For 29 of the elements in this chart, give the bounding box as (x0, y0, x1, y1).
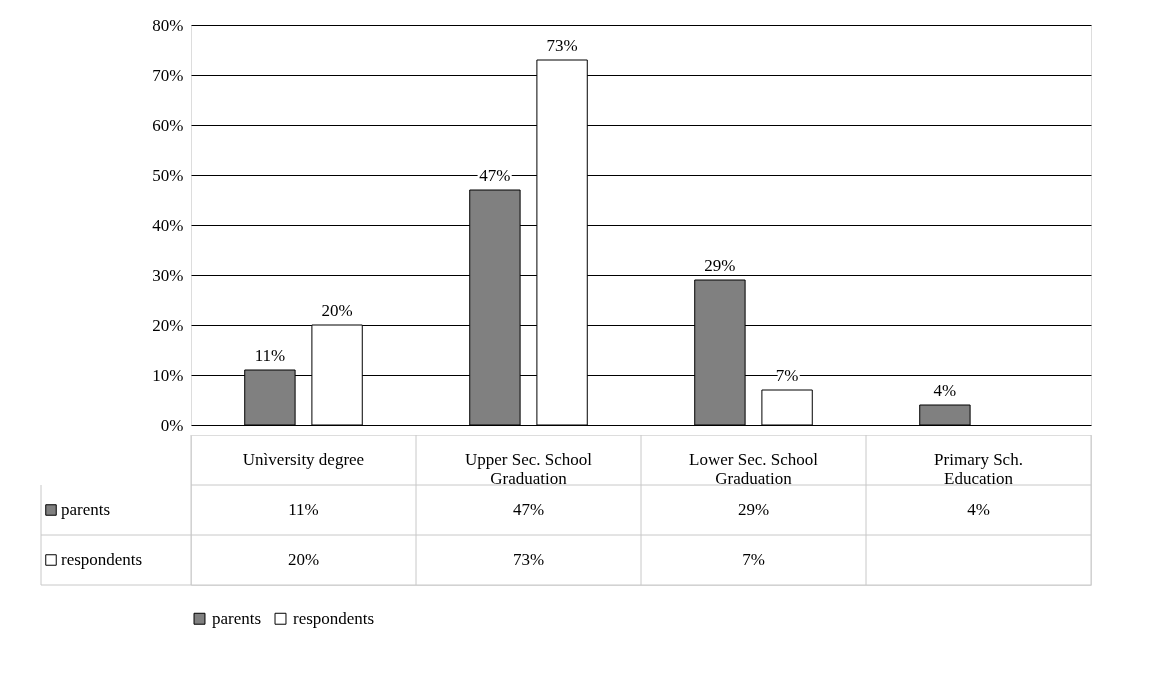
y-tick-label: 0% (160, 415, 184, 435)
x-tick-label: Upper Sec. School Graduation (464, 450, 593, 488)
data-label: 20% (287, 550, 320, 569)
data-label: 4% (967, 500, 990, 519)
text: 29% (704, 256, 736, 275)
data-label: 7% (742, 550, 765, 569)
data-label: 11% (288, 500, 319, 519)
x-tick-label: Lower Sec. School Graduation (689, 450, 819, 488)
x-tick-label: Primary Sch. Education (934, 450, 1023, 488)
text: 20% (321, 301, 353, 320)
y-tick-label: 20% (152, 315, 184, 335)
y-tick-label: 40% (152, 215, 184, 235)
y-tick-label: 60% (152, 115, 184, 135)
legend-label: parents (61, 500, 111, 519)
x-tick-label: Unìversity degree (242, 450, 365, 469)
y-tick-label: 80% (152, 15, 184, 35)
legend-label: respondents (293, 608, 375, 628)
data-label: 29% (737, 500, 770, 519)
text: 4% (933, 381, 957, 400)
y-tick-label: 50% (152, 165, 184, 185)
y-tick-label: 10% (152, 365, 184, 385)
text: parents (212, 608, 262, 628)
data-label: 73% (512, 550, 545, 569)
y-tick-label: 30% (152, 265, 184, 285)
text: 73% (546, 36, 578, 55)
text: 11% (254, 346, 286, 365)
text: respondents (61, 550, 143, 569)
y-tick-label: 70% (152, 65, 184, 85)
data-label: 47% (512, 500, 545, 519)
